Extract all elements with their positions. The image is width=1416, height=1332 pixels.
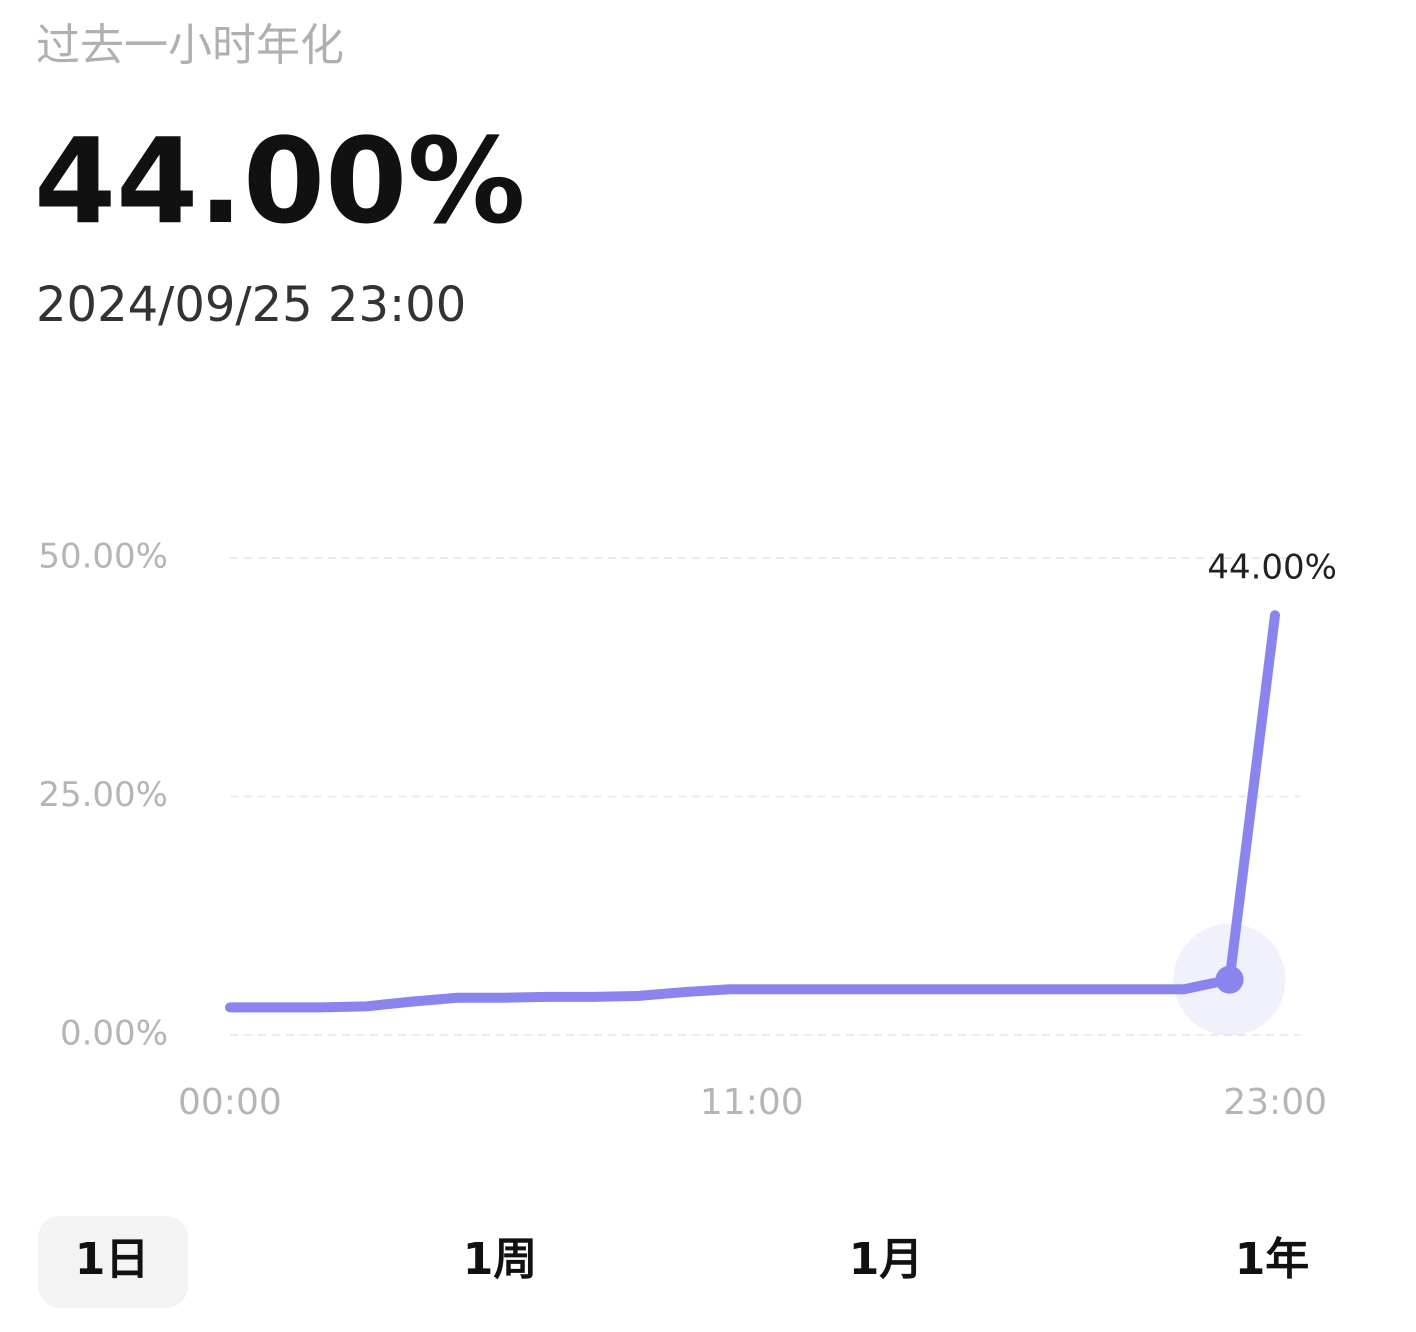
header-timestamp: 2024/09/25 23:00 xyxy=(36,277,466,333)
x-tick-label: 23:00 xyxy=(1223,1082,1327,1123)
header-value: 44.00% xyxy=(34,112,525,250)
tab[interactable]: 1月 xyxy=(849,1234,924,1285)
highlight-point xyxy=(1215,965,1244,994)
tab-selected-bg xyxy=(38,1216,188,1308)
x-tick-label: 00:00 xyxy=(178,1082,282,1123)
annotation: 44.00% xyxy=(1207,548,1337,588)
tabs: 1日 1周 1月 1年 xyxy=(38,1216,1309,1308)
chart: 0.00% 25.00% 50.00% 00:00 11:00 23:00 44.00% xyxy=(38,537,1337,1124)
line xyxy=(225,610,1280,1013)
tab[interactable]: 1年 xyxy=(1235,1234,1310,1285)
y-tick-label: 25.00% xyxy=(38,775,168,815)
y-tick-label: 0.00% xyxy=(60,1014,168,1054)
x-tick-label: 11:00 xyxy=(700,1082,804,1123)
tab[interactable]: 1日 xyxy=(75,1234,150,1285)
tab[interactable]: 1周 xyxy=(463,1234,538,1285)
y-tick-label: 50.00% xyxy=(38,537,168,577)
header-label: 过去一小时年化 xyxy=(36,20,344,71)
